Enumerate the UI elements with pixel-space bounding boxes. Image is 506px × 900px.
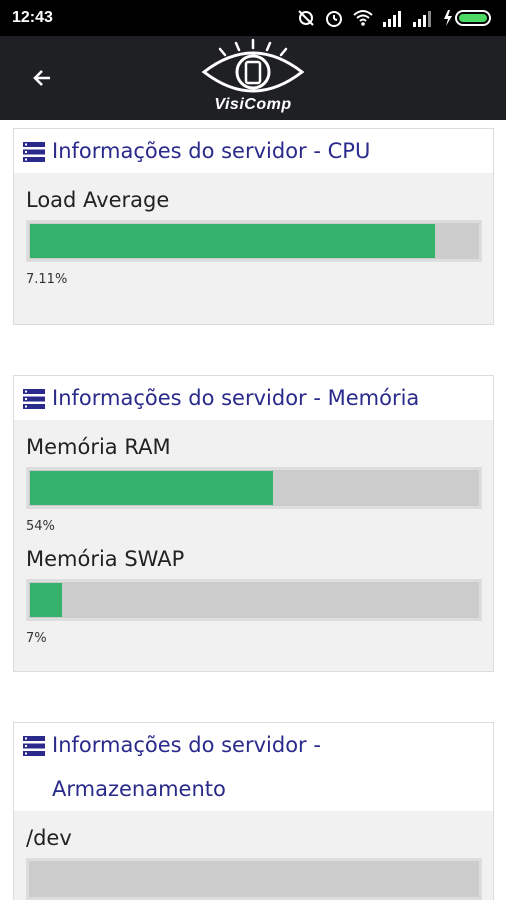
metric-load-average: Load Average 7.11%	[14, 174, 493, 287]
status-bar: 12:43	[0, 0, 506, 36]
card-armazenamento: Informações do servidor - Armazenamento …	[13, 722, 494, 900]
card-memoria: Informações do servidor - Memória Memóri…	[13, 375, 494, 672]
battery-charging-icon	[444, 10, 491, 26]
progress-bar	[26, 858, 482, 900]
metric-value: 54%	[26, 519, 55, 534]
visicomp-logo: VisiComp	[194, 38, 312, 118]
progress-bar-fill	[30, 583, 62, 617]
progress-bar	[26, 579, 482, 621]
server-icon	[23, 736, 45, 756]
signal-icon	[413, 11, 431, 27]
back-button[interactable]	[24, 60, 60, 96]
alarm-icon	[326, 11, 342, 27]
card-header: Informações do servidor - CPU	[14, 129, 493, 174]
arrow-left-icon	[33, 70, 50, 86]
status-time: 12:43	[12, 9, 53, 26]
card-title: Informações do servidor - Memória	[52, 386, 420, 410]
card-title: Informações do servidor - CPU	[52, 139, 371, 163]
progress-bar-fill	[30, 471, 273, 505]
eye-logo-icon	[201, 38, 305, 93]
metric-dev: /dev	[14, 812, 493, 900]
metric-value: 7%	[26, 631, 47, 646]
card-header: Informações do servidor - Armazenamento	[14, 723, 493, 812]
progress-bar-fill	[30, 224, 435, 258]
progress-bar	[26, 220, 482, 262]
status-icons	[296, 8, 494, 28]
card-title: Informações do servidor - Armazenamento	[52, 733, 321, 801]
server-icon	[23, 389, 45, 409]
signal-icon	[383, 11, 401, 27]
server-icon	[23, 142, 45, 162]
card-cpu: Informações do servidor - CPU Load Avera…	[13, 128, 494, 325]
metric-label: Memória SWAP	[26, 547, 185, 571]
progress-bar	[26, 467, 482, 509]
wifi-icon	[353, 10, 373, 26]
sync-off-icon	[298, 10, 314, 26]
app-bar: VisiComp	[0, 36, 506, 120]
metric-value: 7.11%	[26, 272, 68, 287]
metric-label: Memória RAM	[26, 435, 171, 459]
logo-text: VisiComp	[214, 96, 292, 113]
metric-label: Load Average	[26, 188, 170, 212]
metric-label: /dev	[26, 826, 72, 850]
card-header: Informações do servidor - Memória	[14, 376, 493, 421]
metric-memoria-ram: Memória RAM 54%	[14, 421, 493, 534]
metric-memoria-swap: Memória SWAP 7%	[14, 533, 493, 646]
content-scroll[interactable]: Informações do servidor - CPU Load Avera…	[0, 120, 506, 900]
